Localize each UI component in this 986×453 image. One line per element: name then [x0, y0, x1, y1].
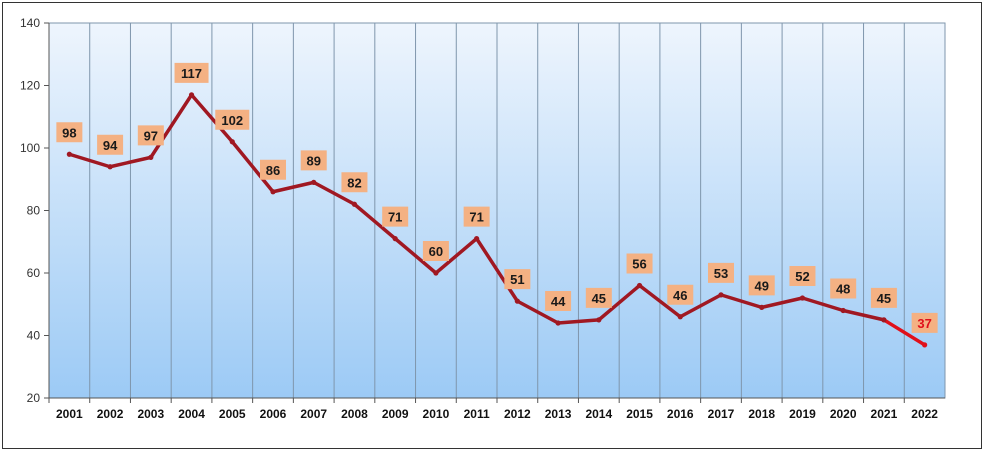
data-point	[229, 139, 235, 145]
x-tick-label: 2019	[789, 407, 816, 421]
data-label-box	[97, 134, 124, 155]
data-point	[66, 151, 72, 157]
data-point	[596, 317, 602, 323]
data-label: 60	[429, 244, 443, 259]
data-label-box	[215, 109, 250, 130]
data-label: 44	[551, 294, 566, 309]
x-tick-label: 2022	[911, 407, 938, 421]
data-label: 37	[917, 316, 931, 331]
data-label: 48	[836, 282, 850, 297]
y-tick-label: 60	[27, 266, 41, 280]
data-label-box	[545, 291, 572, 311]
data-label-box	[382, 206, 409, 227]
data-label-box	[708, 262, 734, 283]
x-tick-label: 2016	[667, 407, 694, 421]
x-tick-label: 2005	[219, 407, 246, 421]
data-label: 98	[62, 125, 76, 140]
data-label: 46	[673, 288, 687, 303]
data-label: 102	[221, 113, 243, 128]
x-tick-label: 2011	[464, 407, 490, 421]
data-label-box	[174, 62, 209, 83]
series-line-last-segment	[882, 318, 927, 347]
data-label-box	[504, 269, 531, 290]
data-point	[636, 282, 643, 289]
y-tick-label: 40	[27, 329, 41, 343]
data-label: 45	[877, 291, 891, 306]
data-point	[759, 304, 765, 310]
x-tick-label: 2017	[708, 407, 735, 421]
data-point	[840, 307, 846, 314]
data-point	[474, 236, 480, 242]
x-tick-label: 2010	[423, 407, 450, 421]
x-tick-label: 2009	[382, 407, 409, 421]
data-label: 86	[266, 163, 280, 178]
data-point	[188, 92, 195, 98]
data-point	[311, 179, 317, 185]
data-label: 71	[388, 210, 402, 225]
x-tick-label: 2013	[545, 407, 572, 421]
data-label-box	[748, 275, 775, 296]
y-tick-label: 120	[20, 79, 40, 93]
x-tick-label: 2015	[626, 407, 653, 421]
y-tick-label: 100	[20, 141, 40, 155]
data-label-box	[260, 159, 286, 180]
data-label: 45	[592, 291, 606, 306]
data-label: 53	[714, 266, 728, 281]
data-point	[433, 270, 439, 276]
data-label: 117	[181, 66, 202, 81]
data-point	[148, 154, 154, 160]
x-tick-label: 2003	[137, 407, 164, 421]
data-point	[555, 320, 561, 326]
data-point	[514, 298, 520, 304]
data-label-box	[585, 287, 612, 308]
data-label: 82	[347, 175, 361, 190]
data-label: 52	[795, 269, 809, 284]
x-tick-label: 2002	[97, 407, 124, 421]
data-label: 71	[469, 210, 483, 225]
data-label-box	[422, 241, 449, 261]
data-point	[270, 189, 276, 195]
data-label-box	[667, 284, 694, 305]
y-tick-label: 80	[27, 204, 41, 218]
data-point	[881, 317, 887, 323]
data-point	[677, 314, 683, 320]
x-tick-label: 2021	[871, 407, 898, 421]
data-label-box	[911, 312, 938, 333]
data-point	[351, 201, 358, 207]
data-label: 89	[306, 153, 320, 168]
data-label: 97	[144, 128, 158, 143]
data-point	[922, 342, 928, 348]
x-tick-label: 2018	[748, 407, 775, 421]
x-tick-label: 2006	[260, 407, 287, 421]
data-label-box	[830, 278, 857, 299]
x-tick-label: 2014	[585, 407, 612, 421]
x-tick-label: 2001	[56, 407, 83, 421]
x-tick-label: 2020	[830, 407, 857, 421]
data-label: 51	[510, 272, 524, 287]
x-tick-label: 2012	[504, 407, 531, 421]
data-label-box	[463, 206, 490, 227]
data-label: 49	[754, 278, 768, 293]
data-point	[107, 164, 113, 170]
data-point	[799, 295, 806, 301]
x-tick-label: 2008	[341, 407, 368, 421]
data-label-box	[626, 253, 653, 274]
x-tick-label: 2004	[178, 407, 205, 421]
data-label-box	[56, 122, 83, 143]
data-point	[718, 292, 724, 298]
data-point	[392, 236, 398, 242]
data-label: 56	[632, 257, 646, 272]
data-label-box	[870, 287, 897, 308]
y-tick-label: 20	[27, 391, 41, 405]
y-tick-label: 140	[20, 16, 40, 30]
data-label-box	[137, 125, 164, 146]
data-label-box	[341, 172, 368, 193]
x-tick-label: 2007	[300, 407, 327, 421]
data-label: 94	[103, 138, 118, 153]
data-label-box	[300, 150, 327, 171]
data-label-box	[789, 266, 816, 286]
